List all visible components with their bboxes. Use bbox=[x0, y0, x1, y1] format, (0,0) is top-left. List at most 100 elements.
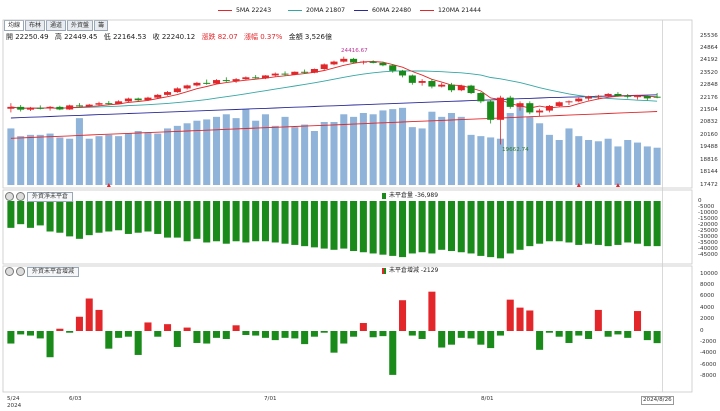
volume-bar bbox=[164, 128, 172, 185]
chg-tick-label: 4000 bbox=[700, 304, 715, 311]
candle-body bbox=[193, 82, 201, 86]
settings-circle-icon-2[interactable] bbox=[5, 267, 14, 276]
tab-bollinger[interactable]: 布林 bbox=[25, 20, 46, 31]
oi-tick-label: -15000 bbox=[698, 215, 718, 222]
oi-bar bbox=[585, 201, 593, 244]
oi-bar bbox=[545, 201, 553, 242]
oi-bar bbox=[154, 201, 162, 234]
tab-channel[interactable]: 通道 bbox=[46, 20, 67, 31]
x-label-current: 2024/8/26 bbox=[641, 396, 674, 405]
oi-bar bbox=[212, 201, 221, 242]
panel-frames bbox=[2, 19, 693, 393]
oi-bar bbox=[36, 201, 44, 226]
oi-change-bar bbox=[565, 331, 573, 343]
candle-body bbox=[359, 61, 367, 63]
candle-body bbox=[565, 101, 573, 103]
candle-body bbox=[7, 106, 15, 109]
volume-bar bbox=[585, 140, 593, 185]
candle-body bbox=[183, 85, 191, 89]
volume-bar bbox=[565, 128, 573, 185]
oi-change-bar bbox=[173, 331, 181, 347]
ma5-legend: 5MA 22243 bbox=[218, 7, 271, 15]
volume-bar bbox=[340, 114, 348, 185]
oi-change-bar bbox=[359, 323, 367, 331]
candle-body bbox=[526, 103, 534, 113]
chg-panel-select[interactable]: 外資未平倉增減 bbox=[27, 267, 80, 277]
oi-bar bbox=[389, 201, 397, 256]
oi-change-bar bbox=[164, 324, 172, 331]
oi-change-bar bbox=[144, 322, 152, 331]
oi-panel-select[interactable]: 外資淨未平倉 bbox=[27, 192, 74, 202]
candle-body bbox=[144, 97, 152, 101]
candle-body bbox=[555, 102, 563, 106]
oi-change-bar bbox=[301, 331, 309, 345]
oi-bar bbox=[340, 201, 348, 249]
close-circle-icon-2[interactable] bbox=[16, 267, 25, 276]
chg-tick-label: 8000 bbox=[700, 281, 715, 288]
oi-bar bbox=[301, 201, 309, 247]
close-circle-icon[interactable] bbox=[16, 192, 25, 201]
oi-change-bar bbox=[193, 331, 201, 343]
oi-change-bar bbox=[350, 331, 358, 337]
candle-body bbox=[399, 70, 407, 76]
candle-body bbox=[124, 98, 132, 102]
volume-bar bbox=[261, 114, 269, 185]
oi-bar bbox=[447, 201, 456, 252]
oi-change-bar bbox=[555, 331, 563, 337]
amount-value: 金額 3,526億 bbox=[288, 33, 332, 41]
oi-change-bar bbox=[399, 300, 407, 331]
oi-bar bbox=[193, 201, 201, 239]
oi-bar bbox=[438, 201, 446, 250]
tab-chips[interactable]: 籌 bbox=[94, 20, 109, 31]
volume-bar bbox=[124, 133, 132, 185]
oi-bar bbox=[496, 201, 504, 259]
settings-circle-icon[interactable] bbox=[5, 192, 14, 201]
volume-bar bbox=[75, 118, 83, 185]
volume-bar bbox=[477, 136, 485, 185]
volume-bar bbox=[496, 138, 504, 185]
x-label-start: 5/24 2024 bbox=[7, 396, 22, 409]
volume-bar bbox=[193, 120, 201, 185]
oi-bar bbox=[575, 201, 583, 245]
oi-change-bar bbox=[281, 331, 289, 338]
oi-change-bar bbox=[17, 331, 25, 335]
oi-change-bar bbox=[252, 331, 260, 336]
ma120-label: 120MA 21444 bbox=[438, 7, 482, 14]
candle-body bbox=[340, 58, 348, 62]
oi-change-bar bbox=[36, 331, 44, 339]
oi-bar bbox=[271, 201, 279, 243]
ma5-label: 5MA 22243 bbox=[236, 7, 272, 14]
oi-bar bbox=[75, 201, 83, 239]
volume-bar bbox=[320, 122, 328, 185]
oi-bar bbox=[604, 201, 612, 247]
ma20-label: 20MA 21807 bbox=[306, 7, 346, 14]
oi-bar bbox=[359, 201, 367, 253]
volume-bar bbox=[212, 116, 221, 185]
price-tick-label: 23520 bbox=[700, 69, 718, 76]
volume-bar bbox=[66, 138, 74, 185]
oi-change-bar bbox=[95, 309, 103, 331]
oi-change-bar bbox=[66, 331, 74, 333]
candle-body bbox=[232, 79, 240, 82]
ma-legend: 5MA 22243 20MA 21807 60MA 22480 120MA 21… bbox=[0, 7, 720, 17]
oi-bar bbox=[252, 201, 260, 242]
oi-change-bar bbox=[526, 310, 534, 331]
chg-tick-label: -6000 bbox=[700, 361, 717, 368]
oi-bar bbox=[164, 201, 172, 238]
oi-change-bar bbox=[115, 331, 123, 338]
oi-tick-label: -5000 bbox=[698, 203, 715, 210]
volume-bar bbox=[506, 113, 514, 185]
oi-change-bar bbox=[56, 328, 64, 331]
ma20-legend: 20MA 21807 bbox=[288, 7, 345, 15]
oi-bar bbox=[643, 201, 651, 247]
event-marker bbox=[576, 183, 581, 187]
oi-bar bbox=[633, 201, 642, 244]
tab-ma[interactable]: 均線 bbox=[4, 20, 25, 31]
ma5-line bbox=[10, 61, 658, 109]
oi-swatch bbox=[382, 192, 386, 199]
candle-body bbox=[105, 103, 113, 105]
volume-bar bbox=[575, 136, 583, 185]
panel-frame bbox=[2, 265, 693, 393]
tab-foreign[interactable]: 外資盤 bbox=[67, 20, 94, 31]
oi-bar bbox=[477, 201, 485, 256]
